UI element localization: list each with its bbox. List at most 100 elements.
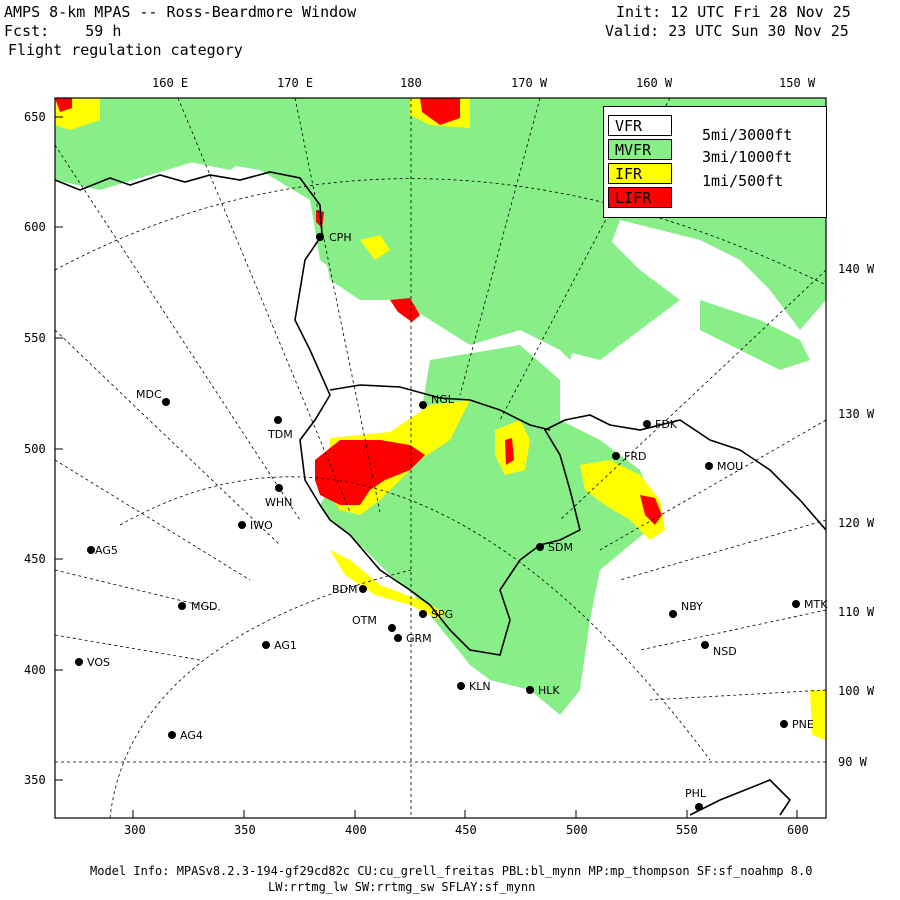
lon-label-150w: 150 W bbox=[779, 76, 816, 90]
station-label-cph: CPH bbox=[329, 231, 352, 244]
legend-desc-vfr: 5mi/3000ft bbox=[702, 126, 793, 144]
station-marker-hlk bbox=[526, 686, 534, 694]
x-tick-400: 400 bbox=[345, 823, 367, 837]
station-label-vos: VOS bbox=[87, 656, 110, 669]
station-marker-mtk bbox=[792, 600, 800, 608]
map-frame bbox=[54, 97, 827, 819]
lon-label-120w: 120 W bbox=[838, 516, 875, 530]
init-time: Init: 12 UTC Fri 28 Nov 25 bbox=[616, 3, 851, 21]
station-marker-ngl bbox=[419, 401, 427, 409]
station-marker-grm bbox=[394, 634, 402, 642]
station-label-nby: NBY bbox=[681, 600, 703, 613]
station-marker-mou bbox=[705, 462, 713, 470]
station-label-spg: SPG bbox=[431, 608, 453, 621]
x-tick-450: 450 bbox=[455, 823, 477, 837]
model-info-line2: LW:rrtmg_lw SW:rrtmg_sw SFLAY:sf_mynn bbox=[268, 880, 536, 894]
y-tick-500: 500 bbox=[24, 442, 46, 456]
station-label-sdm: SDM bbox=[548, 541, 573, 554]
station-marker-spg bbox=[419, 610, 427, 618]
station-label-kln: KLN bbox=[469, 680, 491, 693]
station-marker-ag1 bbox=[262, 641, 270, 649]
legend-swatch-vfr: VFR bbox=[608, 115, 672, 136]
lon-label-160w: 160 W bbox=[636, 76, 673, 90]
y-tick-650: 650 bbox=[24, 110, 46, 124]
lon-label-100w: 100 W bbox=[838, 684, 875, 698]
station-label-mdc: MDC bbox=[136, 388, 162, 401]
station-marker-ag5 bbox=[87, 546, 95, 554]
station-label-frd: FRD bbox=[624, 450, 646, 463]
station-marker-mdc bbox=[162, 398, 170, 406]
station-marker-pne bbox=[780, 720, 788, 728]
station-marker-kln bbox=[457, 682, 465, 690]
station-marker-bdm bbox=[359, 585, 367, 593]
lon-label-140w: 140 W bbox=[838, 262, 875, 276]
legend-desc-ifr: 1mi/500ft bbox=[702, 172, 784, 190]
station-marker-mgd bbox=[178, 602, 186, 610]
station-marker-nsd bbox=[701, 641, 709, 649]
graticule bbox=[55, 98, 826, 818]
coastline bbox=[55, 171, 826, 816]
station-marker-otm bbox=[388, 624, 396, 632]
station-label-nsd: NSD bbox=[713, 645, 737, 658]
station-marker-frd bbox=[612, 452, 620, 460]
station-marker-nby bbox=[669, 610, 677, 618]
x-tick-500: 500 bbox=[566, 823, 588, 837]
station-label-tdm: TDM bbox=[267, 428, 293, 441]
lifr-area bbox=[55, 98, 662, 525]
legend-swatch-ifr: IFR bbox=[608, 163, 672, 184]
station-label-mtk: MTK bbox=[804, 598, 828, 611]
stations-layer: CPH NGL MDC TDM FDK FRD MOU WHN IWO AG5 SDM BDM MGD S… bbox=[75, 231, 828, 811]
station-marker-whn bbox=[275, 484, 283, 492]
station-marker-cph bbox=[316, 233, 324, 241]
forecast-hour: Fcst: 59 h bbox=[4, 22, 122, 40]
x-tick-600: 600 bbox=[787, 823, 809, 837]
legend-swatch-lifr: LIFR bbox=[608, 187, 672, 208]
station-marker-phl bbox=[695, 803, 703, 811]
lon-label-110w: 110 W bbox=[838, 605, 875, 619]
station-label-ngl: NGL bbox=[431, 393, 455, 406]
legend-row-vfr: VFR 5mi/3000ft bbox=[604, 115, 826, 144]
legend-swatch-mvfr: MVFR bbox=[608, 139, 672, 160]
station-marker-tdm bbox=[274, 416, 282, 424]
lon-label-180: 180 bbox=[400, 76, 422, 90]
station-label-ag1: AG1 bbox=[274, 639, 297, 652]
legend-row-ifr: IFR 1mi/500ft bbox=[604, 163, 826, 190]
station-marker-ag4 bbox=[168, 731, 176, 739]
station-label-mgd: MGD bbox=[191, 600, 218, 613]
legend-row-lifr: LIFR bbox=[604, 187, 826, 211]
station-label-pne: PNE bbox=[792, 718, 814, 731]
y-tick-550: 550 bbox=[24, 331, 46, 345]
x-tick-550: 550 bbox=[676, 823, 698, 837]
x-tick-300: 300 bbox=[124, 823, 146, 837]
station-label-ag5: AG5 bbox=[95, 544, 118, 557]
station-label-whn: WHN bbox=[265, 496, 292, 509]
lon-label-130w: 130 W bbox=[838, 407, 875, 421]
station-label-fdk: FDK bbox=[655, 418, 678, 431]
station-marker-vos bbox=[75, 658, 83, 666]
lon-label-90w: 90 W bbox=[838, 755, 867, 769]
station-marker-sdm bbox=[536, 543, 544, 551]
y-tick-350: 350 bbox=[24, 773, 46, 787]
model-info-line1: Model Info: MPASv8.2.3-194-gf29cd82c CU:… bbox=[90, 864, 813, 878]
station-label-otm: OTM bbox=[352, 614, 377, 627]
station-label-iwo: IWO bbox=[250, 519, 273, 532]
valid-time: Valid: 23 UTC Sun 30 Nov 25 bbox=[605, 22, 849, 40]
lon-label-170w: 170 W bbox=[511, 76, 548, 90]
legend-row-mvfr: MVFR 3mi/1000ft bbox=[604, 139, 826, 166]
station-marker-iwo bbox=[238, 521, 246, 529]
station-label-grm: GRM bbox=[406, 632, 432, 645]
lon-label-170e: 170 E bbox=[277, 76, 314, 90]
station-label-mou: MOU bbox=[717, 460, 743, 473]
field-name: Flight regulation category bbox=[8, 41, 243, 59]
station-label-phl: PHL bbox=[685, 787, 707, 800]
y-tick-450: 450 bbox=[24, 552, 46, 566]
y-tick-400: 400 bbox=[24, 663, 46, 677]
y-tick-600: 600 bbox=[24, 220, 46, 234]
map-title: AMPS 8-km MPAS -- Ross-Beardmore Window bbox=[4, 3, 357, 21]
x-tick-350: 350 bbox=[234, 823, 256, 837]
station-label-bdm: BDM bbox=[332, 583, 358, 596]
station-marker-fdk bbox=[643, 420, 651, 428]
legend: VFR 5mi/3000ft MVFR 3mi/1000ft IFR 1mi/5… bbox=[603, 106, 827, 218]
lon-label-160e: 160 E bbox=[152, 76, 189, 90]
station-label-ag4: AG4 bbox=[180, 729, 203, 742]
